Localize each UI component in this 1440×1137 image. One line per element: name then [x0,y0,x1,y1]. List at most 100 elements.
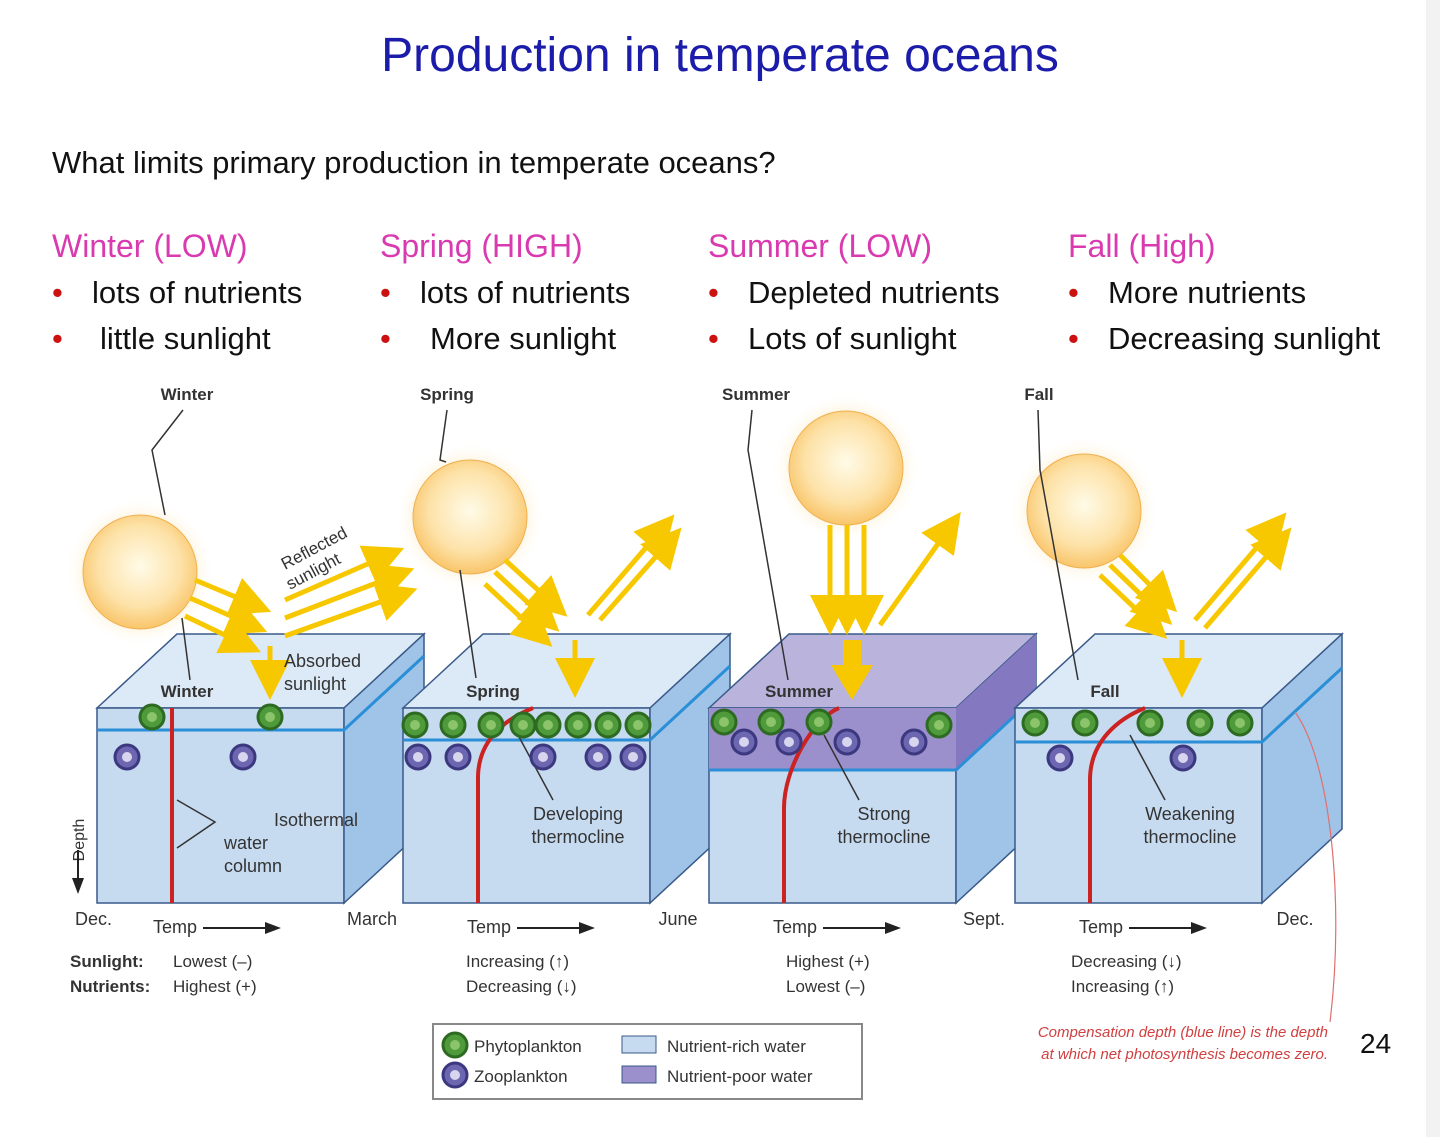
season-diagram-label: Summer [722,385,790,404]
legend-box [432,1023,863,1100]
zooplankton-icon-center [739,737,749,747]
compensation-depth-line [403,664,732,742]
water-column-label: thermocline [531,827,624,847]
callout-line [1129,734,1166,801]
bullet: • Decreasing sunlight [1068,321,1381,356]
sunlight-value: Increasing (↑) [466,952,569,971]
phytoplankton-icon-center [1195,718,1205,728]
zooplankton-icon-center [1055,753,1065,763]
callout-line [181,617,191,681]
zooplankton-icon-center [784,737,794,747]
phytoplankton-icon-center [573,720,583,730]
season-diagram-label: Spring [420,385,474,404]
callout-bracket [176,799,217,849]
month-label: Dec. [1276,909,1313,929]
block-front-face [96,707,345,904]
panel-summer [707,393,1038,934]
zooplankton-icon-center [628,752,638,762]
phytoplankton-icon-center [410,720,420,730]
block-season-label: Summer [765,682,833,701]
legend-swatch-nutrient-poor [621,1065,657,1084]
compensation-depth-line [1015,666,1344,744]
phytoplankton-icon-center [147,712,157,722]
block-side-face [1261,632,1343,905]
temp-axis-label: Temp [773,917,817,937]
zooplankton-icon-center [1178,753,1188,763]
slide-question: What limits primary production in temper… [52,145,776,180]
phytoplankton-icon-center [543,720,553,730]
water-column-label: water [223,833,268,853]
sunlight-ray [503,558,568,617]
legend-nutrient-rich-label: Nutrient-rich water [667,1037,806,1056]
temp-axis-label: Temp [153,917,197,937]
phytoplankton-icon-center [934,720,944,730]
phytoplankton-icon-center [1030,718,1040,728]
season-diagram-label: Winter [161,385,214,404]
temp-axis-label: Temp [1079,917,1123,937]
phytoplankton-icon-center [450,1040,460,1050]
bullet: • lots of nutrients [52,275,303,310]
zooplankton-icon-center [450,1070,460,1080]
bullet: • little sunlight [52,321,271,356]
season-summer: Summer (LOW) • Depleted nutrients • Lots o… [708,228,1000,357]
season-winter: Winter (LOW) • lots of nutrients • little … [52,228,302,357]
phytoplankton-icon-center [633,720,643,730]
absorbed-sunlight-label: Absorbed [284,651,361,671]
sunlight-ray [877,511,961,627]
season-spring: Spring (HIGH) • lots of nutrients • More s… [380,228,630,357]
absorbed-ray [831,640,873,700]
sunlight-value: Decreasing (↓) [1071,952,1182,971]
sunlight-value: Lowest (–) [173,952,252,971]
nutrients-value: Highest (+) [173,977,257,996]
water-column-label: Developing [533,804,623,824]
phytoplankton-icon-center [265,712,275,722]
nutrients-value: Increasing (↑) [1071,977,1174,996]
phytoplankton-icon-center [448,720,458,730]
sunlight-ray [483,582,553,647]
callout-line [1037,409,1079,681]
bullet: • More nutrients [1068,275,1307,310]
sunlight-row-label: Sunlight: [70,952,144,971]
slide-title: Production in temperate oceans [381,29,1059,82]
season-heading: Spring (HIGH) [380,228,583,264]
sunlight-ray [1098,573,1168,639]
depth-axis-label: Depth [71,819,88,862]
slide-edge [1426,0,1440,1137]
season-heading: Summer (LOW) [708,228,932,264]
phytoplankton-icon-center [719,717,729,727]
phytoplankton-icon-center [486,720,496,730]
zooplankton-icon-center [842,737,852,747]
bullet: • lots of nutrients [380,275,631,310]
phytoplankton-icon-center [1145,718,1155,728]
sun-icon [82,514,198,630]
compensation-depth-note: at which net photosynthesis becomes zero… [1041,1046,1328,1063]
callout-line [151,409,184,516]
sun-icon [1026,453,1142,569]
phytoplankton-icon-center [518,720,528,730]
temperature-profile-line [1088,706,1146,903]
water-column-label: column [224,856,282,876]
water-column-label: thermocline [1143,827,1236,847]
bullet: • Lots of sunlight [708,321,957,356]
zooplankton-icon-center [413,752,423,762]
absorbed-sunlight-label: sunlight [284,674,346,694]
callout-line [459,569,477,679]
callout-line [747,409,789,681]
page-number: 24 [1360,1028,1392,1059]
phytoplankton-icon-center [1080,718,1090,728]
temp-axis-label: Temp [467,917,511,937]
zooplankton-icon-center [238,752,248,762]
zooplankton-icon-center [453,752,463,762]
phytoplankton-icon-center [603,720,613,730]
block-season-label: Spring [466,682,520,701]
phytoplankton-icon-center [1235,718,1245,728]
sunlight-value: Highest (+) [786,952,870,971]
zooplankton-icon-center [538,752,548,762]
compensation-depth-line [97,654,426,732]
sunlight-ray [284,545,405,603]
season-heading: Winter (LOW) [52,228,248,264]
nutrient-poor-layer-side [956,634,1036,770]
legend-swatch-nutrient-rich [621,1035,657,1054]
water-column-label: thermocline [837,827,930,847]
